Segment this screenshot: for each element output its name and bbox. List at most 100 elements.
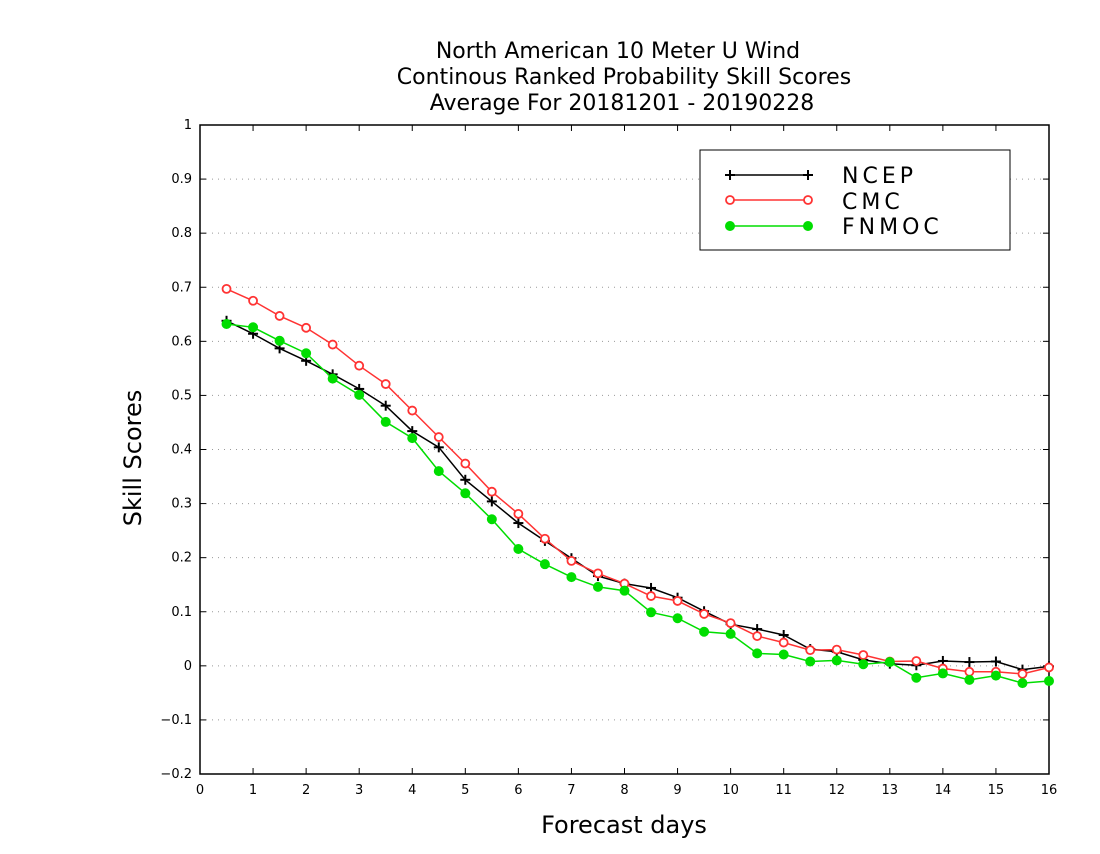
point-cmc	[831, 644, 842, 655]
ticks-layer: −0.2−0.100.10.20.30.40.50.60.70.80.910 1 2…	[160, 118, 1057, 798]
x-tick-label: 12	[828, 783, 845, 798]
point-cmc	[858, 650, 869, 660]
x-tick-label: 4	[408, 783, 416, 798]
y-tick-label: 0.2	[171, 551, 192, 566]
legend-marker-ncep	[725, 170, 735, 180]
point-fnmoc	[513, 544, 524, 555]
point-ncep	[380, 400, 391, 411]
y-tick-label: 0.4	[171, 443, 192, 458]
point-fnmoc	[805, 656, 816, 667]
point-cmc	[486, 486, 497, 497]
x-tick-label: 15	[988, 783, 1005, 798]
point-cmc	[725, 618, 736, 629]
point-ncep	[486, 496, 497, 507]
point-fnmoc	[884, 657, 895, 668]
point-fnmoc	[1044, 675, 1054, 686]
point-cmc	[1017, 669, 1028, 679]
point-cmc	[1044, 662, 1054, 673]
x-tick-label: 9	[673, 783, 681, 798]
point-cmc	[407, 405, 418, 416]
x-tick-label: 13	[882, 783, 899, 798]
point-fnmoc	[460, 488, 471, 499]
y-tick-label: 1	[184, 118, 192, 133]
y-tick-label: 0.5	[171, 388, 192, 403]
legend-marker-fnmoc	[725, 221, 735, 231]
point-cmc	[752, 631, 763, 641]
y-tick-label: −0.2	[160, 767, 192, 782]
point-cmc	[672, 596, 683, 606]
point-cmc	[248, 295, 258, 306]
point-cmc	[460, 458, 471, 469]
legend-items	[725, 170, 813, 231]
x-axis-label: Forecast days	[541, 811, 707, 839]
y-tick-label: 0	[184, 659, 192, 674]
point-fnmoc	[937, 668, 948, 679]
point-fnmoc	[301, 348, 312, 359]
x-tick-label: 0	[196, 783, 204, 798]
series-line-fnmoc	[226, 323, 1050, 684]
point-fnmoc	[911, 672, 922, 683]
point-cmc	[274, 311, 285, 321]
point-fnmoc	[646, 607, 657, 618]
point-cmc	[593, 568, 603, 579]
y-tick-label: −0.1	[160, 713, 192, 728]
chart-title-line-2: Continous Ranked Probability Skill Score…	[397, 65, 851, 90]
point-fnmoc	[699, 626, 710, 637]
x-tick-label: 5	[461, 783, 469, 798]
y-tick-label: 0.3	[171, 497, 192, 512]
point-fnmoc	[619, 585, 630, 596]
point-fnmoc	[778, 649, 789, 660]
chart-title-line-1: North American 10 Meter U Wind	[436, 39, 800, 64]
legend-marker-ncep	[803, 170, 813, 180]
legend-marker-fnmoc	[803, 221, 813, 231]
x-tick-label: 7	[567, 783, 575, 798]
x-tick-label: 11	[775, 783, 792, 798]
point-cmc	[964, 666, 975, 677]
x-tick-label: 14	[935, 783, 952, 798]
x-tick-label: 16	[1041, 783, 1058, 798]
legend-marker-cmc	[725, 195, 735, 205]
point-fnmoc	[407, 433, 418, 444]
point-fnmoc	[592, 581, 603, 592]
point-cmc	[699, 609, 709, 619]
point-fnmoc	[831, 655, 842, 666]
series-layer	[221, 283, 1054, 689]
point-cmc	[221, 283, 232, 294]
point-fnmoc	[858, 659, 869, 670]
point-cmc	[540, 533, 550, 544]
x-tick-label: 6	[514, 783, 522, 798]
x-tick-label: 2	[302, 783, 310, 798]
point-fnmoc	[274, 335, 285, 346]
point-ncep	[433, 442, 444, 453]
point-cmc	[911, 656, 922, 666]
series-cmc	[221, 283, 1054, 679]
legend: NCEP CMC FNMOC	[699, 149, 1011, 251]
y-axis-label: Skill Scores	[119, 390, 147, 527]
point-fnmoc	[486, 514, 497, 525]
point-fnmoc	[380, 416, 391, 427]
point-fnmoc	[1017, 678, 1028, 689]
point-ncep	[990, 656, 1001, 667]
y-tick-label: 0.1	[171, 605, 192, 620]
point-cmc	[354, 360, 365, 371]
point-fnmoc	[725, 628, 736, 639]
point-fnmoc	[327, 373, 338, 384]
point-fnmoc	[248, 322, 259, 333]
y-tick-label: 0.6	[171, 334, 192, 349]
chart-title-line-3: Average For 20181201 - 20190228	[430, 91, 815, 116]
point-cmc	[327, 339, 338, 350]
y-tick-label: 0.8	[171, 226, 192, 241]
y-tick-label: 0.7	[171, 280, 192, 295]
point-ncep	[513, 518, 524, 529]
legend-label-ncep: NCEP	[842, 164, 917, 189]
point-cmc	[380, 379, 391, 389]
point-ncep	[460, 474, 471, 485]
legend-label-fnmoc: FNMOC	[842, 215, 943, 240]
x-tick-label: 8	[620, 783, 628, 798]
point-cmc	[805, 645, 816, 656]
point-ncep	[964, 657, 975, 668]
point-cmc	[513, 508, 524, 519]
point-fnmoc	[752, 648, 763, 659]
